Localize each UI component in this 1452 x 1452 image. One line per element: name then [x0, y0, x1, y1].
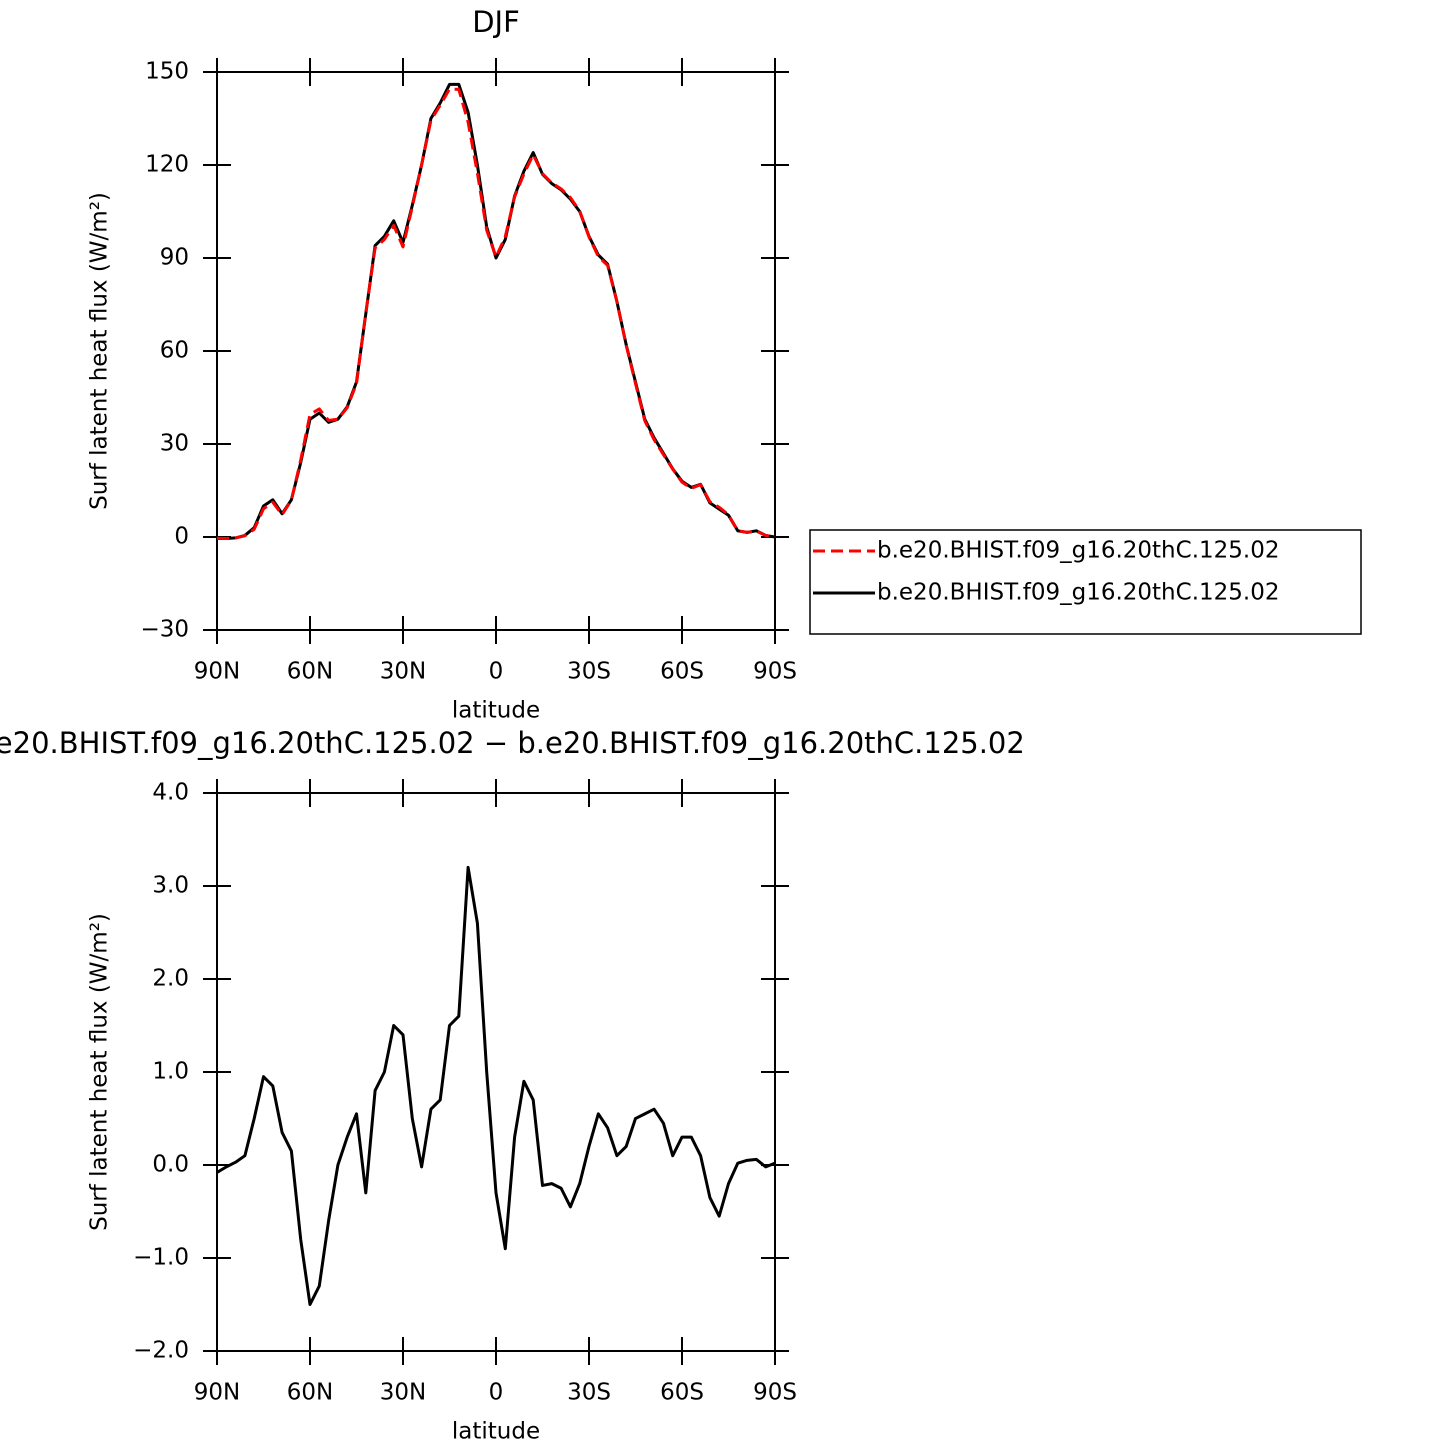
x-tick-label: 90S: [753, 1380, 797, 1406]
y-tick-label: −1.0: [133, 1245, 189, 1271]
y-tick-label: 2.0: [152, 966, 189, 992]
y-tick-label: 90: [160, 245, 189, 271]
y-tick-label: 120: [145, 152, 189, 178]
y-tick-label: 1.0: [152, 1059, 189, 1085]
y-tick-label: 3.0: [152, 873, 189, 899]
x-tick-label: 0: [489, 1380, 504, 1406]
chart-title: DJF: [472, 5, 520, 39]
y-axis-label: Surf latent heat flux (W/m²): [87, 913, 113, 1231]
data-line: [217, 87, 775, 541]
y-tick-label: 0: [174, 524, 189, 550]
x-axis-label: latitude: [452, 698, 540, 724]
x-tick-label: 0: [489, 659, 504, 685]
data-line: [217, 865, 775, 1306]
legend-box: [809, 529, 1362, 635]
y-tick-label: −30: [140, 617, 189, 643]
y-tick-label: 60: [160, 338, 189, 364]
y-tick-label: 0.0: [152, 1152, 189, 1178]
x-tick-label: 90N: [194, 1380, 240, 1406]
y-tick-label: 30: [160, 431, 189, 457]
y-tick-label: 150: [145, 59, 189, 85]
legend-label: b.e20.BHIST.f09_g16.20thC.125.02: [877, 580, 1279, 606]
x-tick-label: 60N: [287, 659, 333, 685]
x-axis-label: latitude: [452, 1419, 540, 1445]
x-tick-label: 30N: [380, 659, 426, 685]
x-tick-label: 30N: [380, 1380, 426, 1406]
y-tick-label: 4.0: [152, 780, 189, 806]
data-line: [217, 82, 775, 541]
x-tick-label: 60S: [660, 1380, 704, 1406]
y-axis-label: Surf latent heat flux (W/m²): [87, 192, 113, 510]
plot-frame: [216, 71, 776, 631]
x-tick-label: 30S: [567, 1380, 611, 1406]
x-tick-label: 90N: [194, 659, 240, 685]
x-tick-label: 60N: [287, 1380, 333, 1406]
x-tick-label: 60S: [660, 659, 704, 685]
chart-title: b.e20.BHIST.f09_g16.20thC.125.02 − b.e20…: [0, 726, 1025, 760]
plot-frame: [216, 792, 776, 1352]
y-tick-label: −2.0: [133, 1338, 189, 1364]
legend-label: b.e20.BHIST.f09_g16.20thC.125.02: [877, 538, 1279, 564]
x-tick-label: 30S: [567, 659, 611, 685]
x-tick-label: 90S: [753, 659, 797, 685]
